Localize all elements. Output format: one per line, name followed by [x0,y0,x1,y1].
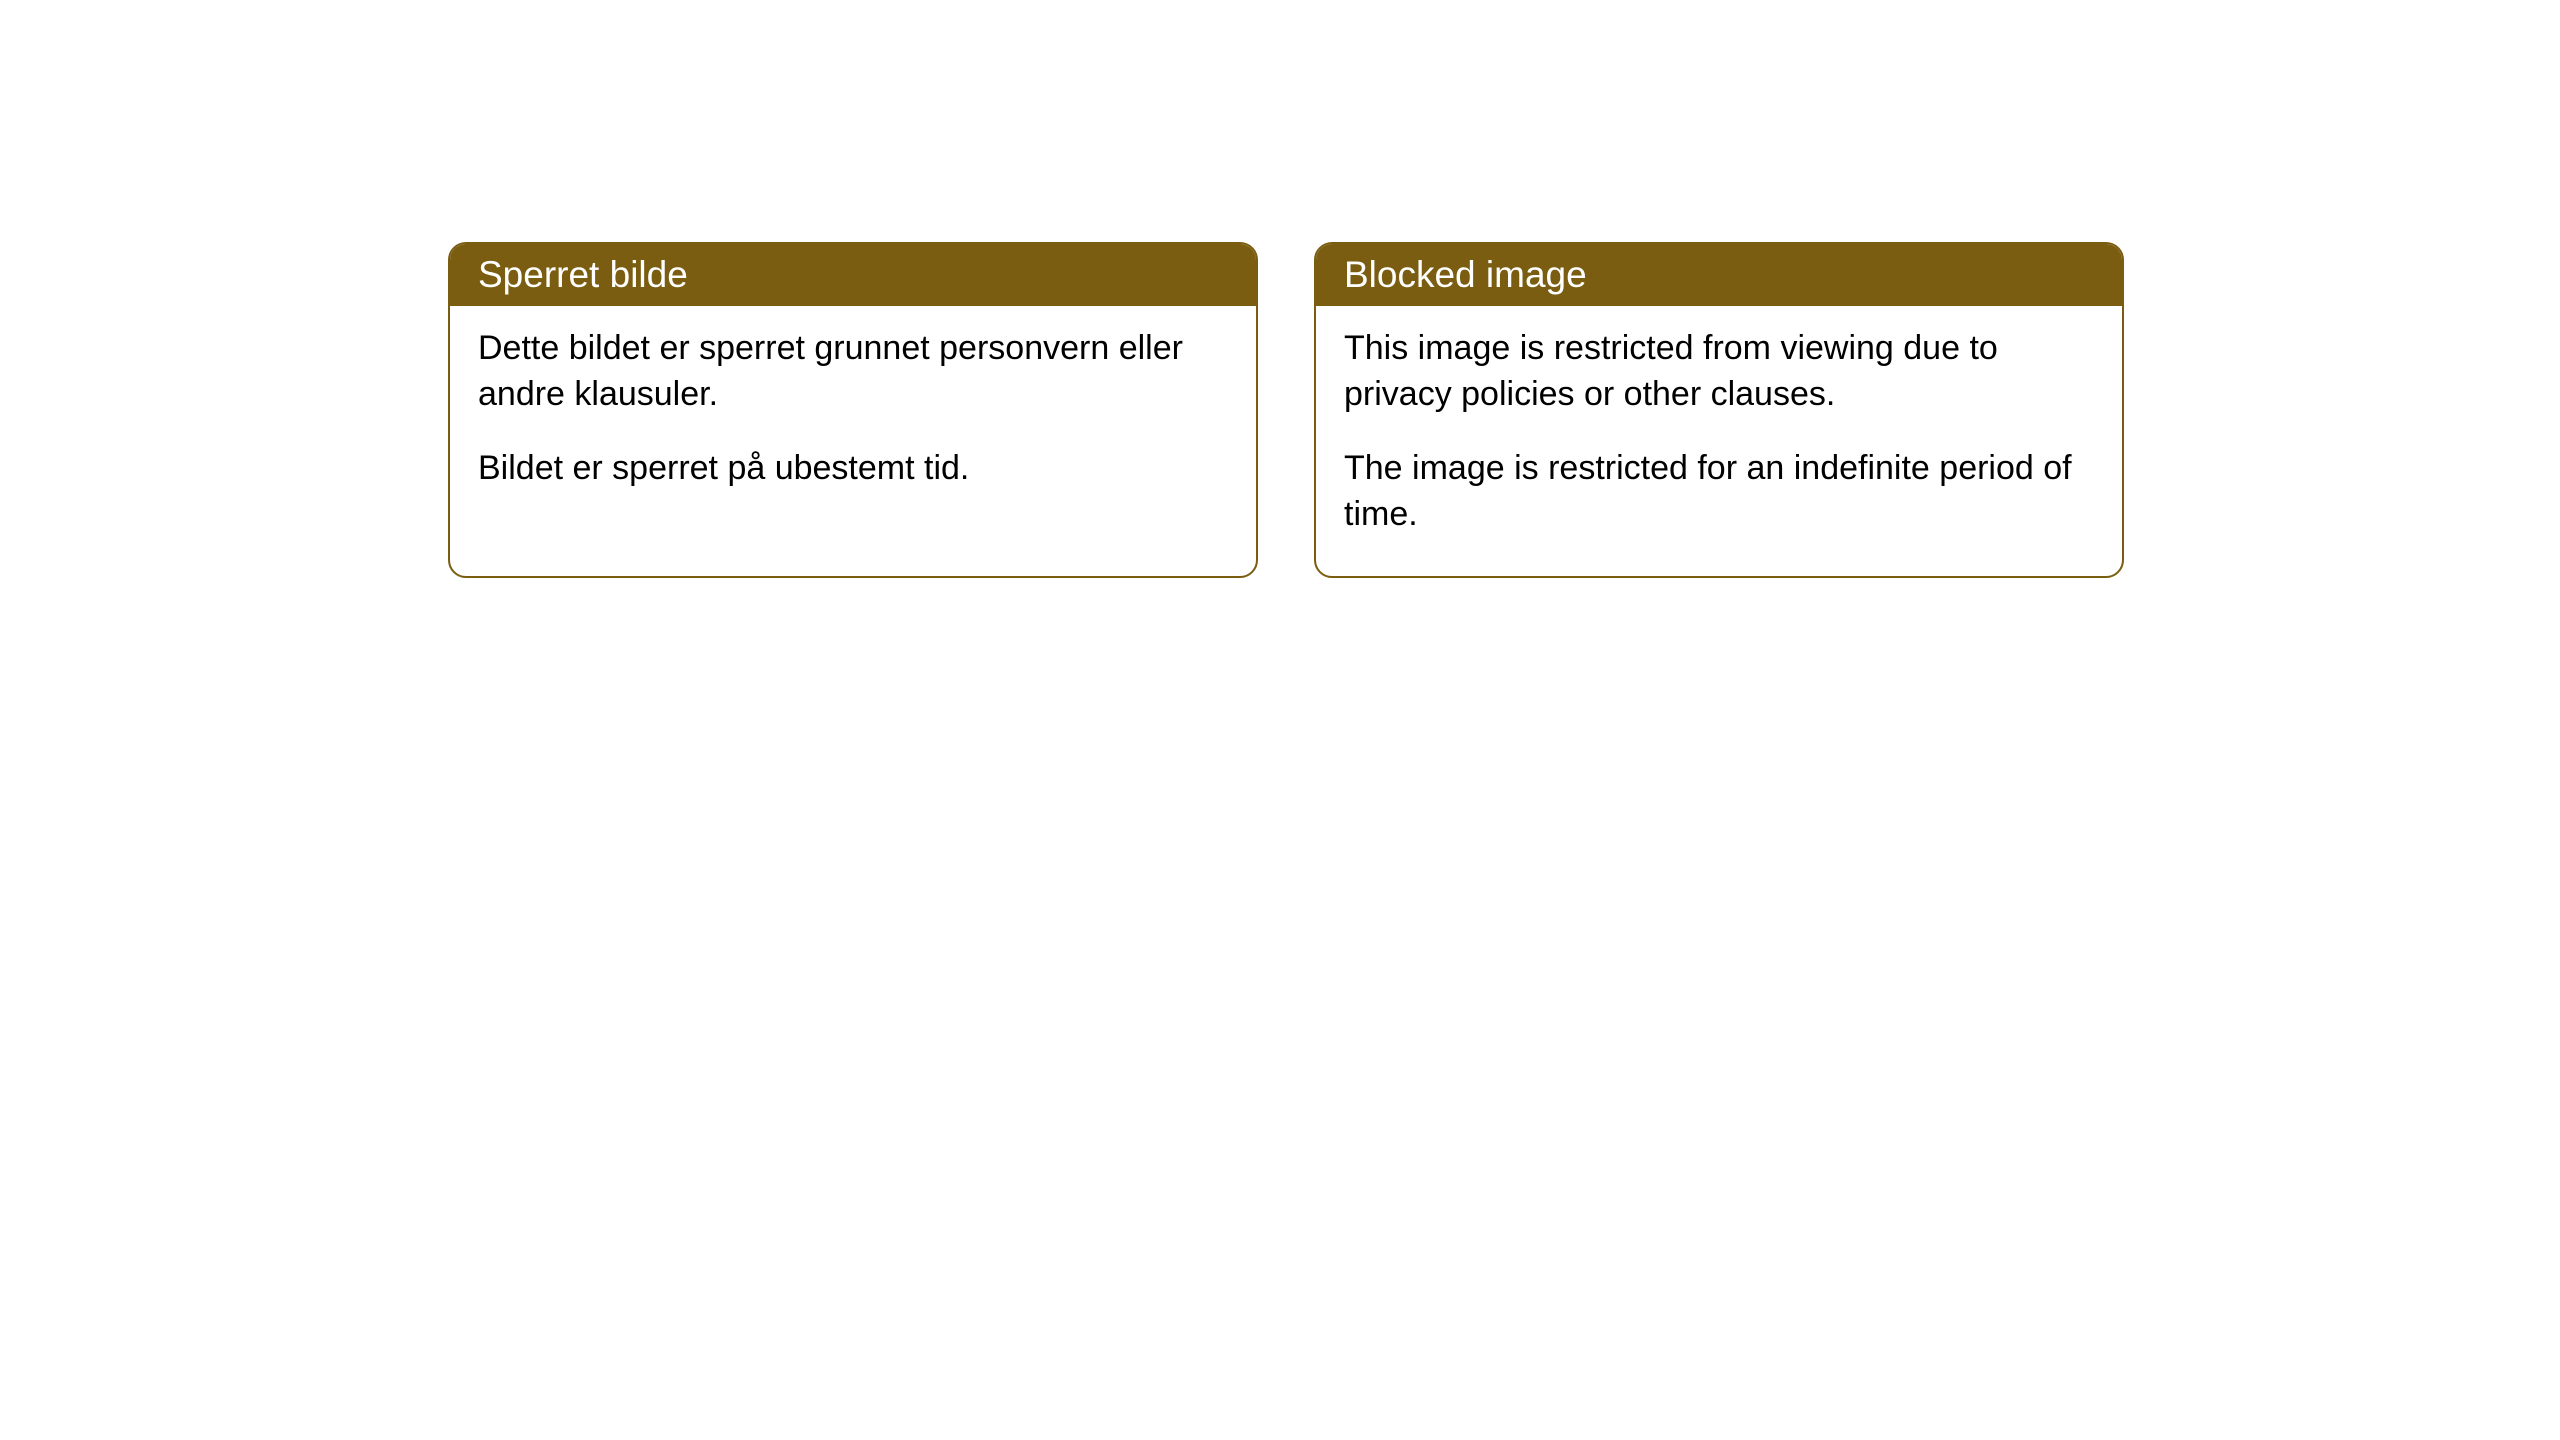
blocked-image-card-norwegian: Sperret bilde Dette bildet er sperret gr… [448,242,1258,578]
notice-cards-container: Sperret bilde Dette bildet er sperret gr… [448,242,2124,578]
card-paragraph: Bildet er sperret på ubestemt tid. [478,446,1228,492]
card-paragraph: This image is restricted from viewing du… [1344,326,2094,418]
card-title: Sperret bilde [450,244,1256,306]
card-body: Dette bildet er sperret grunnet personve… [450,306,1256,530]
blocked-image-card-english: Blocked image This image is restricted f… [1314,242,2124,578]
card-body: This image is restricted from viewing du… [1316,306,2122,576]
card-paragraph: The image is restricted for an indefinit… [1344,446,2094,538]
card-title: Blocked image [1316,244,2122,306]
card-paragraph: Dette bildet er sperret grunnet personve… [478,326,1228,418]
